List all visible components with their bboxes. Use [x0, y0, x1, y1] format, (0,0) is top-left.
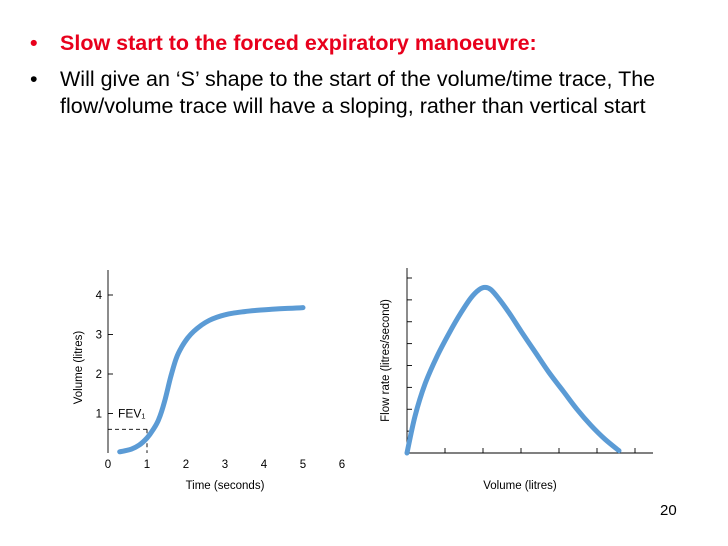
x-tick-label: 5 [300, 459, 306, 471]
bullet-list: • Slow start to the forced expiratory ma… [28, 30, 718, 120]
y-tick-label: 3 [96, 330, 102, 342]
y-tick-label: 4 [96, 290, 103, 302]
x-tick-label: 0 [105, 459, 111, 471]
x-tick-label: 6 [339, 459, 345, 471]
bullet-dot-icon: • [30, 31, 38, 55]
x-tick-label: 2 [183, 459, 189, 471]
bullet-item: • Slow start to the forced expiratory ma… [28, 30, 718, 57]
x-tick-label: 4 [261, 459, 268, 471]
bullet-text: Slow start to the forced expiratory mano… [60, 31, 537, 55]
y-axis-label: Flow rate (litres/second) [380, 299, 392, 422]
page-number: 20 [660, 502, 677, 519]
bullet-item: • Will give an ‘S’ shape to the start of… [28, 66, 718, 120]
x-axis-label: Time (seconds) [186, 480, 265, 492]
bullet-text: Will give an ‘S’ shape to the start of t… [60, 67, 656, 118]
volume-time-trace [117, 305, 306, 455]
bullet-dot-icon: • [30, 67, 38, 91]
x-axis-label: Volume (litres) [483, 480, 557, 492]
flow-volume-trace [404, 284, 622, 456]
x-tick-label: 1 [144, 459, 150, 471]
volume-time-chart: 1 2 3 4 0 1 2 3 4 5 6 Time (seconds) Volume (litres)… [73, 270, 345, 492]
x-tick-label: 3 [222, 459, 228, 471]
y-tick-label: 2 [96, 369, 102, 381]
flow-volume-chart: Volume (litres) Flow rate (litres/second) [380, 268, 653, 492]
fev1-annotation: FEV₁ [118, 407, 145, 421]
y-axis-label: Volume (litres) [73, 331, 85, 405]
y-tick-label: 1 [96, 409, 102, 421]
